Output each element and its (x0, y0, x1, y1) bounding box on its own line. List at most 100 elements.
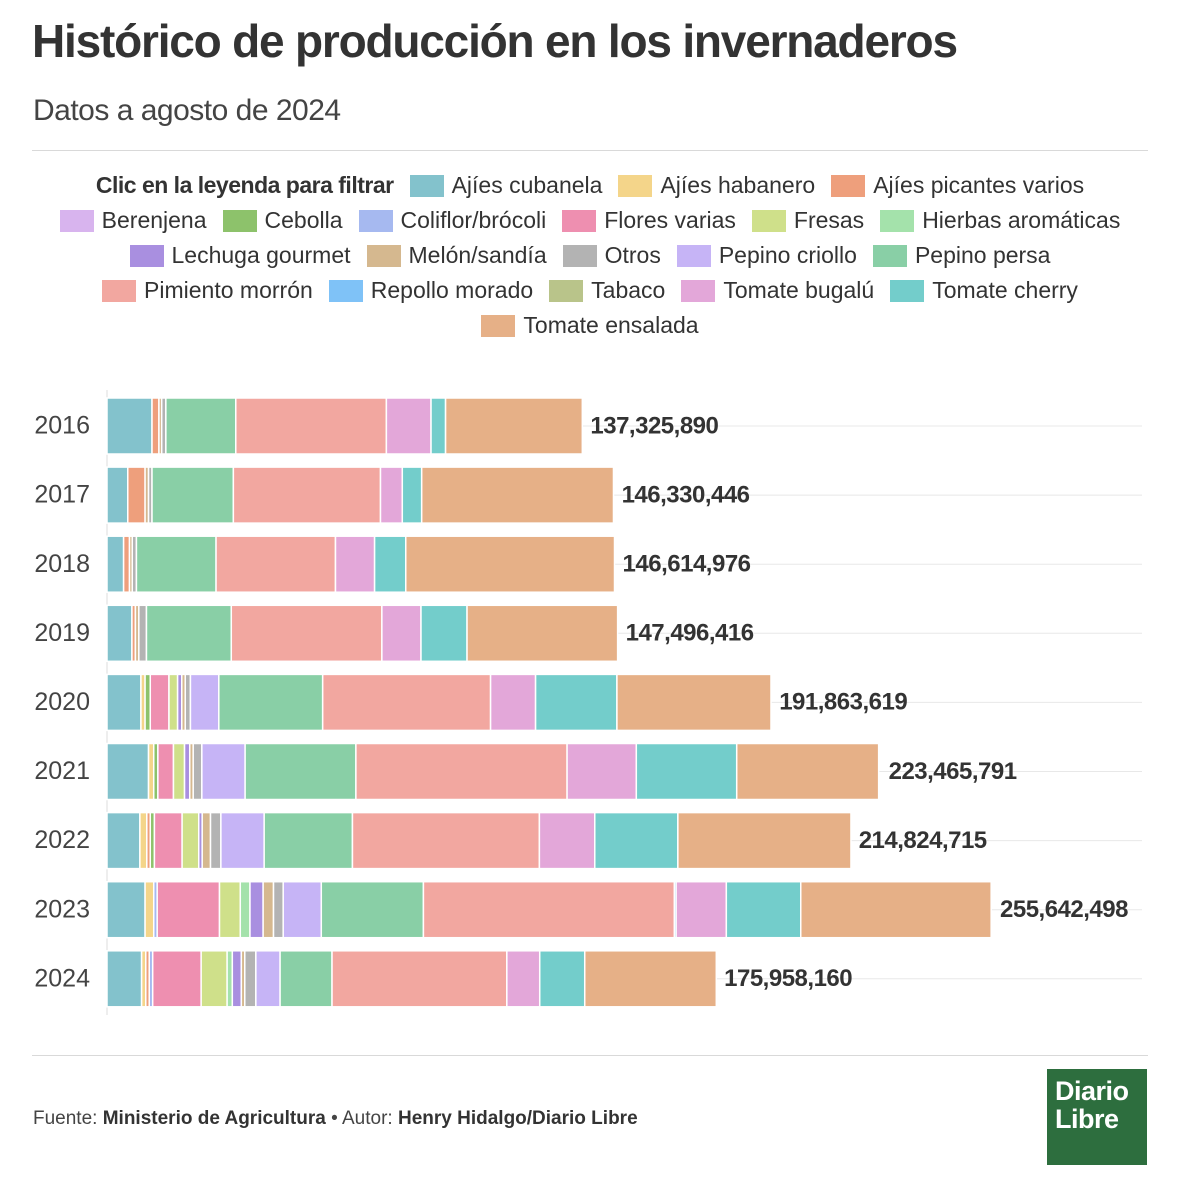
bar-segment (106, 950, 143, 1008)
bar-segment (106, 880, 146, 939)
total-label: 146,614,976 (623, 551, 751, 578)
bar-segment (420, 466, 615, 524)
y-tick-label: 2017 (34, 481, 90, 509)
y-tick-label: 2019 (34, 619, 90, 647)
legend: Clic en la leyenda para filtrar Ajíes cu… (40, 172, 1140, 339)
bar-segment (226, 950, 234, 1008)
bar-segment (184, 673, 192, 732)
bar-segment (244, 742, 357, 801)
bar-segment (583, 950, 718, 1008)
bar-segment (232, 466, 382, 524)
divider (32, 150, 1148, 151)
legend-item[interactable]: Otros (562, 242, 661, 269)
author-label: Autor: (342, 1108, 393, 1129)
bar-segment (249, 880, 264, 939)
bar-segment (405, 535, 616, 593)
bar-segment (168, 673, 179, 732)
legend-swatch (358, 209, 393, 232)
source-label: Fuente: (33, 1108, 98, 1129)
legend-item[interactable]: Pepino persa (872, 242, 1050, 269)
bar-segment (255, 950, 281, 1008)
legend-label: Cebolla (264, 207, 343, 233)
legend-item[interactable]: Pimiento morrón (102, 277, 313, 304)
bar-segment (215, 535, 337, 593)
legend-item[interactable]: Flores varias (562, 207, 736, 234)
legend-item[interactable]: Ajíes habanero (618, 172, 815, 199)
legend-item[interactable]: Coliflor/brócoli (358, 207, 547, 234)
legend-item[interactable]: Berenjena (59, 207, 207, 234)
y-tick-label: 2016 (34, 412, 90, 440)
bar-segment (262, 880, 275, 939)
legend-swatch (562, 209, 597, 232)
bar-segment (506, 950, 541, 1008)
legend-swatch (880, 209, 915, 232)
bar-segment (420, 604, 468, 663)
legend-item[interactable]: Tabaco (549, 277, 665, 304)
legend-label: Ajíes habanero (660, 172, 816, 198)
bar-segment (157, 742, 175, 801)
legend-item[interactable]: Tomate cherry (890, 277, 1078, 304)
legend-label: Otros (604, 242, 661, 268)
bar-segment (244, 950, 257, 1008)
bar-segment (239, 880, 251, 939)
legend-swatch (59, 209, 94, 232)
legend-label: Coliflor/brócoli (400, 207, 547, 233)
bar-segment (149, 673, 170, 732)
legend-item[interactable]: Tomate ensalada (481, 312, 699, 339)
legend-item[interactable]: Ajíes cubanela (409, 172, 603, 199)
legend-label: Pepino criollo (718, 242, 857, 268)
legend-swatch (366, 244, 401, 267)
bar-segment (489, 673, 537, 732)
legend-swatch (222, 209, 257, 232)
bar-segment (566, 742, 638, 801)
legend-label: Repollo morado (370, 277, 534, 303)
bar-segment (201, 811, 212, 870)
legend-item[interactable]: Cebolla (222, 207, 343, 234)
bar-segment (106, 811, 141, 870)
legend-item[interactable]: Melón/sandía (366, 242, 547, 269)
legend-label: Ajíes cubanela (451, 172, 603, 198)
bar-segment (147, 742, 155, 801)
bar-segment (466, 604, 619, 663)
bar-segment (209, 811, 222, 870)
bar-segment (373, 535, 407, 593)
legend-item[interactable]: Ajíes picantes varios (831, 172, 1084, 199)
bar-segment (151, 466, 235, 524)
separator: • (331, 1108, 338, 1129)
bar-segment (355, 742, 568, 801)
logo-line: Libre (1055, 1104, 1119, 1134)
bar-segment (231, 950, 243, 1008)
y-tick-label: 2024 (34, 964, 90, 992)
bar-segment (538, 811, 596, 870)
chart-subtitle: Datos a agosto de 2024 (33, 94, 341, 127)
legend-swatch (872, 244, 907, 267)
legend-item[interactable]: Lechuga gourmet (129, 242, 351, 269)
legend-label: Flores varias (604, 207, 736, 233)
legend-item[interactable]: Repollo morado (328, 277, 534, 304)
y-tick-label: 2023 (34, 895, 90, 923)
bar-segment (725, 880, 802, 939)
legend-label: Tomate cherry (932, 277, 1078, 303)
legend-swatch (481, 314, 516, 337)
legend-swatch (129, 244, 164, 267)
bar-segment (200, 950, 228, 1008)
footer: Fuente: Ministerio de Agricultura • Auto… (33, 1108, 638, 1130)
legend-item[interactable]: Hierbas aromáticas (880, 207, 1120, 234)
bar-segment (430, 397, 447, 455)
bar-segment (145, 604, 233, 663)
bar-segment (122, 535, 131, 593)
legend-label: Fresas (793, 207, 865, 233)
legend-item[interactable]: Fresas (751, 207, 865, 234)
bar-segment (272, 880, 284, 939)
bar-segment (218, 880, 242, 939)
legend-item[interactable]: Pepino criollo (676, 242, 857, 269)
legend-label: Melón/sandía (408, 242, 547, 268)
bar-segment (156, 880, 221, 939)
legend-item[interactable]: Tomate bugalú (681, 277, 874, 304)
bar-segment (594, 811, 679, 870)
chart: 2016 137,325,890 2017 146,330,446 2018 146,61… (34, 390, 1142, 1015)
total-label: 214,824,715 (859, 827, 987, 854)
total-label: 147,496,416 (626, 620, 754, 647)
bar-segment (106, 535, 125, 593)
